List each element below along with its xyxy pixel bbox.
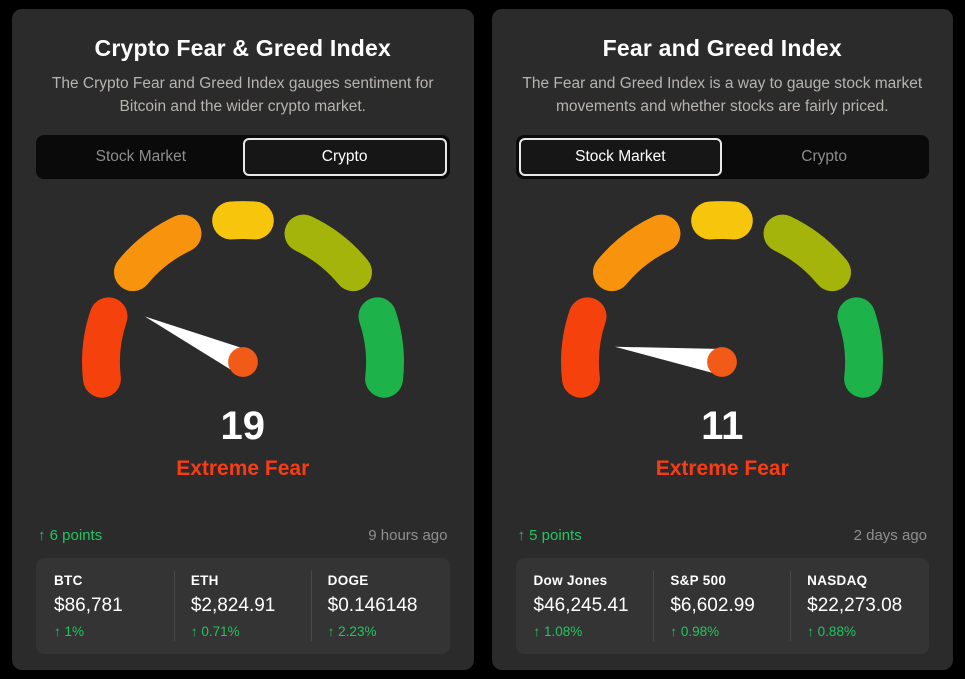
stat-sp500: S&P 500 $6,602.99 ↑ 0.98% (653, 571, 790, 641)
stat-label: S&P 500 (670, 573, 727, 588)
stat-change-text: 1.08% (544, 624, 583, 639)
stat-change-text: 1% (64, 624, 85, 639)
gauge-value: 11 (701, 404, 744, 449)
arrow-up-icon: ↑ (670, 624, 678, 639)
gauge-needle-pivot (227, 346, 258, 377)
gauge-meta-row: ↑ 5 points 2 days ago (516, 527, 930, 550)
stat-value: $0.146148 (327, 595, 418, 616)
crypto-fear-greed-panel: Crypto Fear & Greed Index The Crypto Fea… (12, 9, 474, 670)
panel-description: The Crypto Fear and Greed Index gauges s… (51, 75, 434, 116)
market-stats: BTC $86,781 ↑ 1% ETH $2,824.91 ↑ 0.71% D… (36, 558, 450, 654)
arrow-up-icon: ↑ (517, 527, 526, 544)
stat-change: ↑ 1% (54, 624, 158, 639)
gauge-sentiment-label: Extreme Fear (176, 457, 310, 481)
points-change: ↑ 5 points (518, 527, 582, 544)
market-toggle: Stock Market Crypto (36, 134, 450, 179)
panel-title: Fear and Greed Index (602, 35, 842, 61)
gauge-needle-pivot (707, 346, 738, 377)
arrow-up-icon: ↑ (38, 527, 46, 544)
gauge-segment-greed (763, 214, 852, 291)
panel-description: The Fear and Greed Index is a way to gau… (522, 75, 923, 116)
stat-value: $2,824.91 (190, 595, 276, 616)
last-updated: 9 hours ago (368, 527, 448, 544)
gauge-segment-extreme-fear (81, 296, 128, 398)
arrow-up-icon: ↑ (54, 624, 61, 639)
arrow-up-icon: ↑ (533, 624, 541, 639)
points-change: ↑ 6 points (38, 527, 102, 544)
stat-change: ↑ 0.88% (807, 624, 911, 639)
gauge-segment-extreme-greed (837, 296, 884, 398)
fear-greed-gauge (36, 197, 450, 403)
stat-change-text: 2.23% (338, 624, 377, 639)
last-updated: 2 days ago (853, 527, 927, 544)
tab-crypto[interactable]: Crypto (801, 147, 847, 165)
stock-fear-greed-panel: Fear and Greed Index The Fear and Greed … (491, 9, 953, 670)
gauge-segment-extreme-greed (358, 296, 404, 398)
stat-value: $86,781 (54, 595, 123, 616)
gauge-meta-row: ↑ 6 points 9 hours ago (36, 527, 450, 550)
arrow-up-icon: ↑ (807, 624, 814, 639)
stat-doge: DOGE $0.146148 ↑ 2.23% (310, 571, 448, 641)
stat-change-text: 0.71% (201, 624, 240, 639)
gauge-segment-extreme-fear (561, 296, 607, 398)
stat-change-text: 0.88% (817, 624, 856, 639)
stat-value: $46,245.41 (533, 595, 629, 616)
stat-value: $22,273.08 (807, 595, 903, 616)
arrow-up-icon: ↑ (327, 624, 335, 639)
gauge-value: 19 (220, 404, 266, 449)
stat-change: ↑ 1.08% (534, 624, 638, 639)
stat-label: ETH (190, 573, 219, 588)
market-stats: Dow Jones $46,245.41 ↑ 1.08% S&P 500 $6,… (515, 558, 929, 654)
stat-change: ↑ 0.71% (191, 624, 295, 639)
stat-label: DOGE (327, 573, 369, 588)
gauge-segment-greed (284, 214, 372, 291)
stat-label: Dow Jones (533, 573, 608, 588)
stat-change: ↑ 2.23% (328, 624, 432, 639)
tab-stock-market[interactable]: Stock Market (95, 147, 187, 165)
stat-change-text: 0.98% (680, 624, 720, 639)
gauge-segment-fear (593, 214, 681, 291)
arrow-up-icon: ↑ (190, 624, 198, 639)
stat-label: NASDAQ (807, 573, 868, 588)
stat-dow-jones: Dow Jones $46,245.41 ↑ 1.08% (518, 571, 654, 641)
tab-crypto[interactable]: Crypto (242, 137, 447, 176)
market-toggle: Stock Market Crypto (515, 134, 929, 179)
stat-label: BTC (54, 573, 83, 588)
stat-eth: ETH $2,824.91 ↑ 0.71% (173, 571, 311, 641)
stat-value: $6,602.99 (670, 595, 755, 616)
fear-greed-gauge (516, 197, 930, 403)
gauge-segment-fear (113, 214, 202, 291)
panel-title: Crypto Fear & Greed Index (94, 35, 391, 61)
tab-stock-market[interactable]: Stock Market (518, 137, 723, 176)
stat-nasdaq: NASDAQ $22,273.08 ↑ 0.88% (790, 571, 927, 641)
points-change-text: 5 points (529, 527, 582, 544)
points-change-text: 6 points (49, 527, 103, 544)
gauge-needle (144, 315, 253, 376)
gauge-needle (615, 346, 729, 376)
stat-change: ↑ 0.98% (670, 624, 774, 639)
stat-btc: BTC $86,781 ↑ 1% (38, 571, 174, 641)
gauge-sentiment-label: Extreme Fear (655, 457, 789, 481)
